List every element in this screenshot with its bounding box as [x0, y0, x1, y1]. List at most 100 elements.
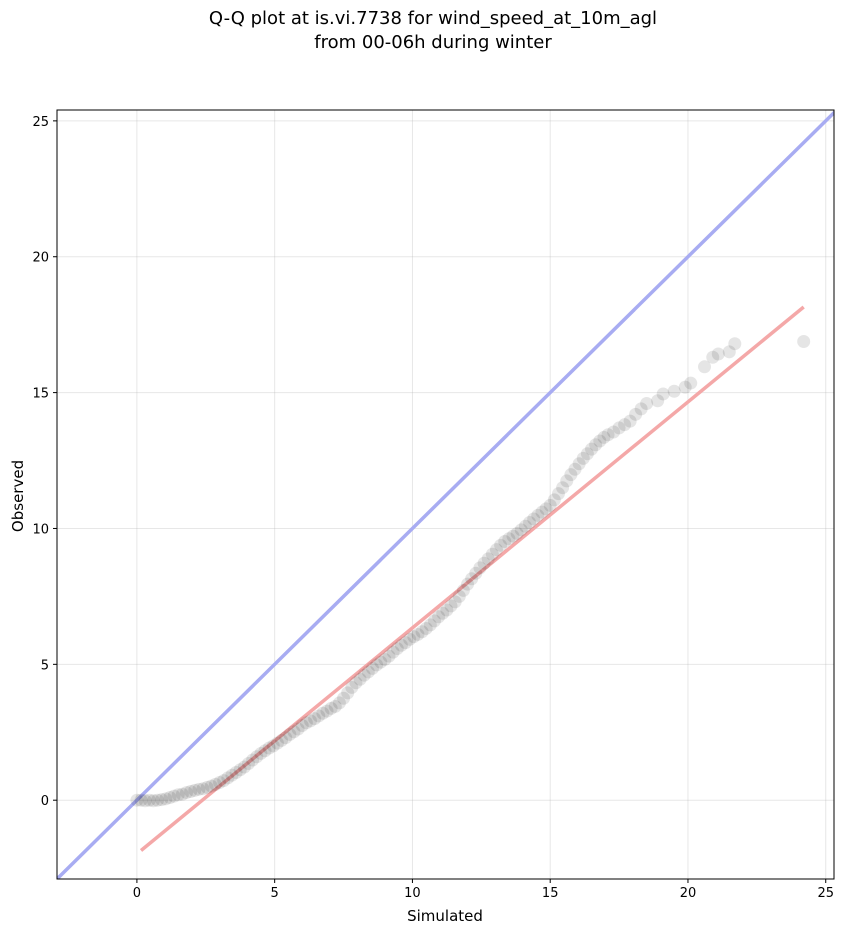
qq-point	[667, 384, 681, 398]
qq-point	[217, 774, 231, 788]
qq-point	[634, 402, 648, 416]
identity-reference-line	[57, 110, 834, 879]
qq-point	[510, 526, 524, 540]
qq-point	[523, 515, 537, 529]
qq-point	[175, 787, 189, 801]
qq-point	[254, 746, 268, 760]
qq-point	[151, 793, 165, 807]
qq-point	[345, 680, 359, 694]
qq-point	[494, 538, 508, 552]
y-tick-label: 20	[32, 251, 49, 266]
qq-point	[378, 652, 392, 666]
qq-point	[502, 532, 516, 546]
qq-point	[357, 668, 371, 682]
qq-point	[593, 434, 607, 448]
qq-point	[485, 547, 499, 561]
x-tick-label: 15	[542, 886, 559, 901]
grid-lines	[57, 110, 834, 879]
qq-point	[477, 556, 491, 570]
qq-point	[403, 632, 417, 646]
qq-point	[612, 421, 626, 435]
qq-point	[580, 447, 594, 461]
qq-point	[597, 430, 611, 444]
qq-point	[353, 672, 367, 686]
qq-point	[142, 793, 156, 807]
qq-point	[341, 686, 355, 700]
qq-point	[270, 736, 284, 750]
qq-point	[399, 636, 413, 650]
qq-point	[184, 785, 198, 799]
qq-point	[706, 350, 720, 364]
qq-point	[423, 618, 437, 632]
y-tick-label: 5	[41, 658, 49, 673]
qq-point	[266, 739, 280, 753]
qq-point	[163, 790, 177, 804]
qq-point	[365, 661, 379, 675]
qq-point	[332, 696, 346, 710]
qq-point	[629, 407, 643, 421]
qq-point	[728, 337, 742, 351]
qq-point	[448, 595, 462, 609]
qq-point	[283, 727, 297, 741]
qq-point	[419, 621, 433, 635]
qq-point	[324, 701, 338, 715]
qq-point	[390, 642, 404, 656]
qq-point	[130, 793, 144, 807]
qq-point	[337, 691, 351, 705]
qq-point	[196, 782, 210, 796]
qq-point	[204, 779, 218, 793]
x-tick-label: 25	[817, 886, 834, 901]
qq-point	[456, 583, 470, 597]
qq-point	[303, 714, 317, 728]
qq-point	[651, 394, 665, 408]
qq-point	[465, 572, 479, 586]
qq-point	[539, 502, 553, 516]
qq-point	[489, 543, 503, 557]
qq-point	[547, 493, 561, 507]
qq-point	[134, 793, 148, 807]
qq-point	[167, 789, 181, 803]
qq-point	[531, 508, 545, 522]
qq-point	[225, 768, 239, 782]
qq-point	[180, 786, 193, 800]
qq-point	[411, 627, 425, 641]
qq-point	[382, 649, 396, 663]
qq-point	[258, 744, 272, 758]
plot-frame	[56, 109, 835, 880]
qq-point	[711, 347, 725, 361]
qq-point	[543, 498, 557, 512]
qq-point	[250, 750, 264, 764]
qq-point	[556, 481, 570, 495]
qq-point	[349, 676, 363, 690]
qq-point	[291, 722, 305, 736]
qq-point	[320, 704, 334, 718]
qq-point	[684, 376, 698, 390]
qq-point	[275, 733, 289, 747]
qq-point	[188, 783, 202, 797]
qq-point	[678, 380, 692, 394]
qq-point	[146, 794, 160, 808]
y-axis-label: Observed	[9, 460, 27, 532]
x-axis-label: Simulated	[407, 907, 483, 925]
chart-title-line-2: from 00-06h during winter	[314, 32, 552, 53]
qq-point	[279, 731, 293, 745]
chart-title-line-1: Q-Q plot at is.vi.7738 for wind_speed_at…	[209, 8, 657, 29]
x-tick-label: 5	[271, 886, 279, 901]
qq-point	[576, 451, 590, 465]
linear-fit-line	[139, 305, 805, 852]
qq-point	[138, 794, 152, 808]
qq-point	[722, 345, 736, 359]
qq-point	[328, 699, 342, 713]
x-tick-label: 10	[404, 886, 421, 901]
qq-point	[514, 523, 528, 537]
x-tick-label: 0	[133, 886, 141, 901]
qq-point	[262, 741, 276, 755]
qq-point	[394, 638, 408, 652]
qq-point	[427, 614, 441, 628]
qq-point	[229, 765, 243, 779]
qq-point	[287, 725, 301, 739]
qq-point	[312, 709, 326, 723]
qq-point	[601, 428, 615, 442]
qq-point	[246, 753, 260, 767]
